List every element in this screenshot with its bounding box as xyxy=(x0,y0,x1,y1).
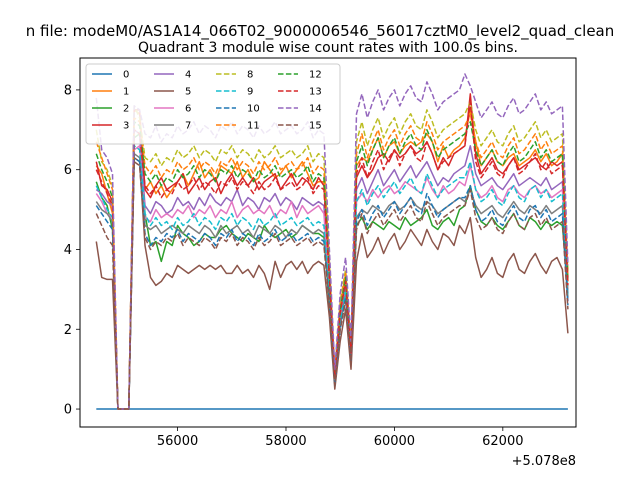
series-line-1 xyxy=(95,109,569,410)
legend-label-13: 13 xyxy=(309,87,322,98)
legend-label-15: 15 xyxy=(309,121,322,132)
legend-label-5: 5 xyxy=(185,87,191,98)
legend-box xyxy=(85,63,341,145)
legend-label-2: 2 xyxy=(123,104,129,115)
legend-label-1: 1 xyxy=(123,87,129,98)
legend-label-4: 4 xyxy=(185,70,191,81)
y-tick-label: 8 xyxy=(64,83,72,98)
y-tick-label: 6 xyxy=(64,163,72,178)
legend-label-0: 0 xyxy=(123,70,129,81)
plot-frame xyxy=(79,57,577,428)
x-offset-text: +5.078e8 xyxy=(512,454,576,469)
series-line-11 xyxy=(95,113,569,410)
y-tick-label: 2 xyxy=(64,323,72,338)
y-axis: 0 2 4 6 8 xyxy=(64,83,80,418)
y-tick-label: 4 xyxy=(64,243,72,258)
x-tick-label: 56000 xyxy=(157,434,198,449)
legend-label-8: 8 xyxy=(247,70,253,81)
legend-label-6: 6 xyxy=(185,104,191,115)
series-line-15 xyxy=(95,160,569,410)
series-line-7 xyxy=(95,152,569,410)
x-tick-label: 58000 xyxy=(265,434,306,449)
legend-label-7: 7 xyxy=(185,121,191,132)
legend-label-11: 11 xyxy=(247,121,260,132)
x-tick-label: 62000 xyxy=(482,434,523,449)
y-tick-label: 0 xyxy=(64,403,72,418)
legend-label-9: 9 xyxy=(247,87,253,98)
series-line-4 xyxy=(95,129,569,410)
legend-label-10: 10 xyxy=(247,104,260,115)
series-line-12 xyxy=(95,121,569,410)
legend-label-3: 3 xyxy=(123,121,129,132)
x-axis: 56000 58000 60000 62000 xyxy=(157,427,523,449)
legend-label-12: 12 xyxy=(309,70,322,81)
figure-suptitle: n file: modeM0/AS1A14_066T02_9000006546_… xyxy=(26,22,615,41)
legend-label-14: 14 xyxy=(309,104,322,115)
x-tick-label: 60000 xyxy=(374,434,415,449)
chart-title: Quadrant 3 module wise count rates with … xyxy=(138,40,518,56)
